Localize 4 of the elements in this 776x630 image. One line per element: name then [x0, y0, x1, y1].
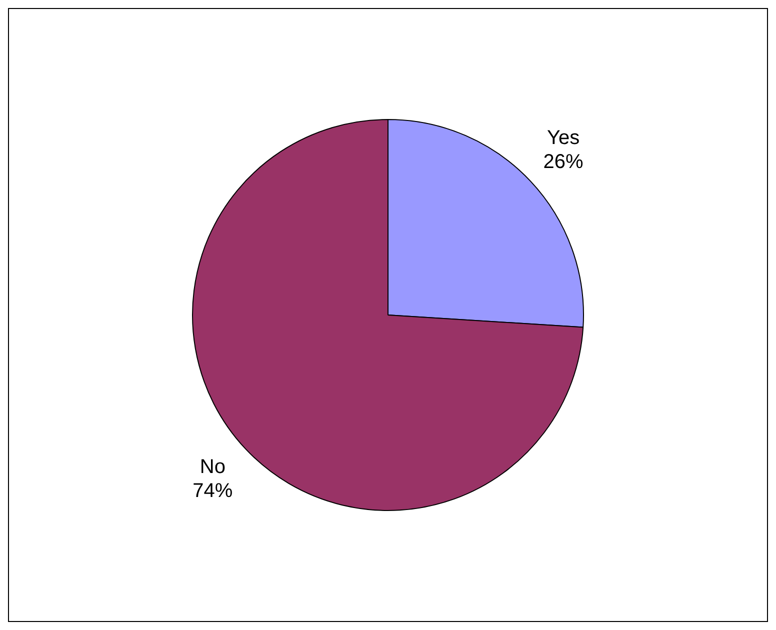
data-label: 26% [543, 150, 584, 173]
data-label: 74% [192, 480, 233, 502]
slice-label: Yes [546, 126, 580, 149]
slice-label: No [200, 456, 226, 478]
